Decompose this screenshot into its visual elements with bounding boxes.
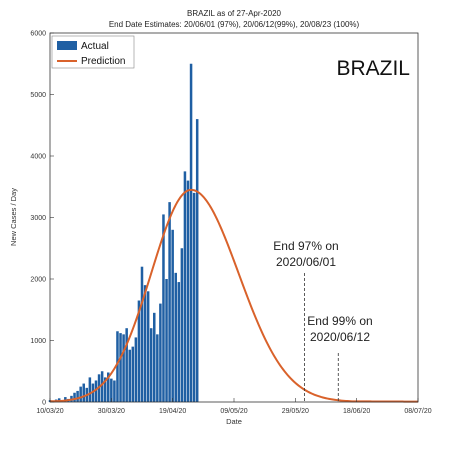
actual-bar [143,285,147,402]
annotation-99-line2: 2020/06/12 [310,330,370,344]
actual-bar [195,119,199,402]
end-date-markers [304,273,339,402]
actual-bar [189,63,193,402]
x-tick-label: 30/03/20 [98,408,125,415]
actual-bar [88,377,92,402]
x-tick-label: 18/06/20 [343,408,370,415]
y-tick-label: 2000 [30,277,46,284]
actual-bar [122,334,125,402]
actual-bar [137,300,141,402]
actual-bar [79,386,82,403]
actual-bar [153,312,156,402]
actual-bar [134,337,138,402]
actual-bar [177,282,181,402]
legend-prediction-label: Prediction [81,56,125,67]
actual-bar [146,291,150,402]
y-tick-label: 4000 [30,154,46,161]
x-tick-label: 29/05/20 [282,408,309,415]
actual-bar [174,272,177,402]
actual-bar [183,171,187,403]
actual-bar [76,390,79,402]
actual-bar [73,392,76,402]
actual-bars [48,63,199,403]
actual-bar [159,303,162,402]
actual-bar [128,349,131,402]
y-tick-label: 3000 [30,215,46,222]
actual-bar [107,372,110,402]
actual-bar [149,328,153,402]
actual-bar [103,377,107,402]
actual-bar [168,202,171,403]
actual-bar [140,266,144,402]
annotation-97-line2: 2020/06/01 [276,255,336,269]
y-tick-label: 5000 [30,92,46,99]
actual-bar [156,334,159,402]
legend-actual-label: Actual [81,41,109,52]
actual-bar [192,192,196,402]
plot-area-background [50,33,418,402]
legend-actual-swatch [57,41,77,50]
actual-bar [162,214,165,402]
annotation-99-line1: End 99% on [307,314,372,328]
actual-bar [82,383,85,402]
actual-bar [165,279,168,402]
x-tick-label: 10/03/20 [36,408,63,415]
actual-bar [171,229,174,402]
y-tick-label: 0 [42,400,46,407]
y-tick-label: 1000 [30,338,46,345]
x-axis-label: Date [226,417,242,426]
actual-bar [94,380,98,402]
y-tick-label: 6000 [30,31,46,38]
legend: Actual Prediction [51,35,135,69]
x-tick-label: 09/05/20 [220,408,247,415]
actual-bar [186,180,190,402]
y-axis-label: New Cases / Day [9,188,18,246]
actual-bar [116,331,119,402]
annotation-97-line1: End 97% on [273,239,338,253]
x-tick-label: 08/07/20 [404,408,431,415]
country-watermark: BRAZIL [336,57,410,80]
chart-subtitle: End Date Estimates: 20/06/01 (97%), 20/0… [109,20,360,29]
x-tick-label: 19/04/20 [159,408,186,415]
actual-bar [131,346,135,402]
y-axis-ticks: 0 1000 2000 3000 4000 5000 6000 [30,31,54,407]
actual-bar [180,248,184,402]
actual-bar [110,378,113,402]
actual-bar [119,333,122,402]
chart-title: BRAZIL as of 27-Apr-2020 [187,9,282,18]
actual-bar [125,328,128,402]
x-axis-ticks: 10/03/20 30/03/20 19/04/20 09/05/20 29/05/20… [36,398,432,415]
actual-bar [113,380,116,402]
actual-bar [100,371,104,402]
